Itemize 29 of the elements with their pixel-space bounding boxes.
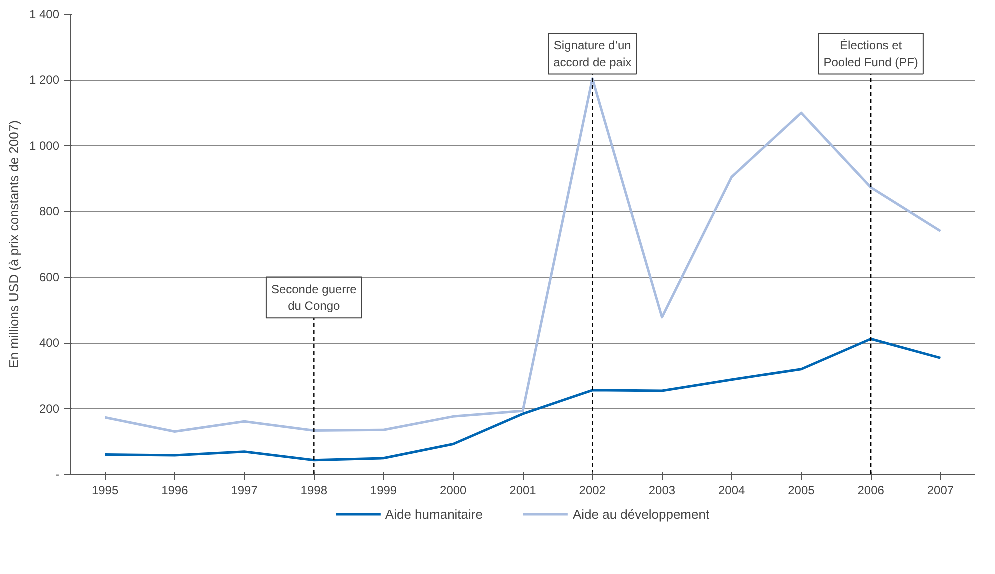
y-tick-label: 1 000 — [29, 138, 60, 153]
y-tick-label: 800 — [39, 204, 60, 219]
ref-line-label: Signature d’un accord de paix — [554, 38, 632, 70]
x-tick-label: 1999 — [370, 484, 398, 498]
x-tick-label: 2005 — [788, 484, 816, 498]
x-tick-label: 1997 — [231, 484, 258, 498]
y-tick-label: 1 200 — [29, 73, 60, 88]
x-tick-label: 2001 — [510, 484, 537, 498]
y-tick-label: 200 — [39, 402, 60, 416]
y-axis-title: En millions USD (à prix constants de 2007) — [6, 120, 22, 368]
y-tick-label: 1 400 — [29, 8, 60, 22]
y-tick-label: 600 — [39, 270, 60, 284]
line-series — [104, 338, 942, 462]
line-series — [104, 78, 942, 434]
y-tick-label: 400 — [39, 336, 60, 350]
x-tick-label: 2003 — [648, 484, 676, 498]
x-tick-label: 2002 — [579, 484, 606, 498]
ref-line-label: Élections et Pooled Fund (PF) — [824, 38, 918, 70]
x-tick-label: 2006 — [858, 484, 885, 498]
y-tick-label: - — [56, 468, 60, 482]
ref-line-label: Seconde guerre du Congo — [271, 282, 358, 314]
x-tick-label: 2000 — [440, 484, 468, 498]
x-tick-label: 1996 — [162, 484, 189, 498]
legend-label: Aide humanitaire — [385, 506, 483, 522]
legend-label: Aide au développement — [572, 506, 710, 522]
x-tick-label: 2007 — [927, 484, 954, 498]
x-tick-label: 1995 — [92, 484, 119, 498]
x-tick-label: 1998 — [300, 484, 328, 498]
x-tick-label: 2004 — [718, 484, 746, 498]
